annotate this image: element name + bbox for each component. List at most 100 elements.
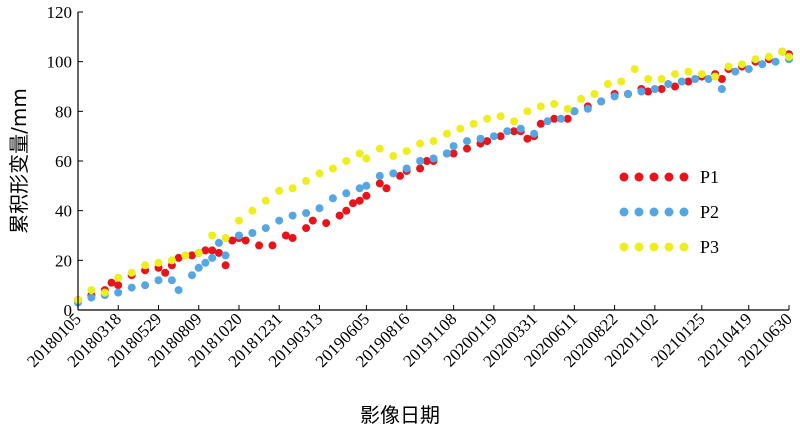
point-p3-23 bbox=[375, 144, 384, 153]
point-p1-11 bbox=[188, 251, 196, 260]
point-p2-10 bbox=[194, 263, 203, 272]
point-p3-11 bbox=[221, 234, 230, 242]
point-p2-35 bbox=[489, 132, 498, 141]
point-p2-1 bbox=[87, 293, 96, 302]
point-p1-14 bbox=[208, 246, 217, 255]
point-p2-53 bbox=[731, 67, 740, 76]
point-p2-25 bbox=[362, 181, 371, 190]
point-p2-13 bbox=[214, 238, 223, 247]
point-p1-51 bbox=[563, 114, 572, 123]
y-tick-label-40: 40 bbox=[55, 202, 72, 221]
point-p3-3 bbox=[114, 273, 123, 282]
y-tick-label-60: 60 bbox=[55, 152, 72, 171]
point-p3-38 bbox=[577, 94, 586, 103]
legend-marker-p3-3 bbox=[664, 242, 674, 252]
point-p2-36 bbox=[503, 127, 512, 136]
point-p1-15 bbox=[214, 248, 223, 257]
legend-marker-p1-4 bbox=[679, 172, 689, 182]
point-p1-24 bbox=[302, 224, 311, 233]
point-p2-44 bbox=[610, 92, 619, 101]
point-p1-27 bbox=[335, 211, 344, 220]
point-p3-52 bbox=[764, 52, 773, 61]
point-p3-46 bbox=[684, 67, 693, 76]
point-p1-22 bbox=[281, 231, 290, 240]
axes: 0204060801001202018010520180318201805292… bbox=[23, 3, 796, 371]
point-p2-19 bbox=[288, 211, 297, 220]
legend-marker-p2-4 bbox=[679, 207, 689, 217]
legend-marker-p1-3 bbox=[664, 172, 674, 182]
point-p2-31 bbox=[442, 149, 451, 158]
legend-marker-p2-1 bbox=[634, 207, 644, 217]
legend-marker-p3-2 bbox=[649, 242, 659, 252]
point-p3-18 bbox=[315, 169, 324, 178]
point-p2-14 bbox=[221, 251, 230, 260]
point-p1-25 bbox=[308, 216, 317, 225]
point-p2-3 bbox=[114, 288, 123, 297]
point-p2-5 bbox=[141, 281, 150, 290]
point-p3-1 bbox=[87, 286, 96, 295]
point-p2-47 bbox=[650, 85, 659, 93]
point-p3-30 bbox=[469, 119, 478, 128]
point-p1-43 bbox=[483, 137, 492, 146]
point-p3-51 bbox=[751, 55, 760, 64]
point-p1-28 bbox=[342, 206, 351, 215]
point-p1-44 bbox=[496, 132, 505, 141]
point-p3-32 bbox=[496, 112, 505, 121]
point-p2-16 bbox=[248, 229, 257, 237]
point-p3-45 bbox=[671, 70, 679, 79]
point-p2-6 bbox=[154, 276, 163, 285]
point-p2-51 bbox=[704, 75, 713, 83]
point-p3-35 bbox=[536, 102, 545, 111]
point-p3-5 bbox=[141, 261, 150, 270]
y-tick-label-20: 20 bbox=[55, 251, 72, 270]
point-p3-48 bbox=[711, 72, 720, 81]
point-p1-30 bbox=[355, 196, 364, 205]
point-p2-52 bbox=[717, 85, 726, 93]
point-p3-39 bbox=[590, 90, 599, 98]
point-p3-27 bbox=[429, 137, 438, 146]
point-p3-7 bbox=[167, 256, 176, 265]
point-p1-49 bbox=[536, 119, 545, 128]
point-p3-41 bbox=[617, 77, 626, 86]
point-p1-33 bbox=[382, 184, 391, 193]
point-p3-33 bbox=[510, 117, 518, 126]
point-p1-3 bbox=[107, 278, 116, 287]
point-p2-7 bbox=[167, 276, 176, 285]
point-p1-41 bbox=[463, 144, 471, 153]
point-p2-28 bbox=[402, 164, 411, 173]
point-p1-37 bbox=[422, 157, 431, 165]
point-p3-9 bbox=[194, 248, 203, 257]
point-p1-60 bbox=[671, 82, 679, 91]
point-p3-24 bbox=[389, 152, 398, 160]
point-p1-50 bbox=[550, 114, 559, 123]
y-axis-title: 累积形变量/mm bbox=[7, 88, 31, 234]
legend-marker-p3-1 bbox=[634, 242, 644, 252]
point-p3-15 bbox=[275, 186, 284, 195]
point-p2-38 bbox=[530, 129, 539, 138]
point-p3-37 bbox=[563, 104, 572, 113]
point-p1-17 bbox=[228, 236, 237, 245]
point-p3-20 bbox=[342, 157, 351, 165]
point-p2-29 bbox=[416, 157, 425, 165]
point-p2-24 bbox=[355, 184, 364, 193]
point-p3-21 bbox=[355, 149, 364, 158]
point-p1-19 bbox=[241, 236, 250, 245]
legend-marker-p2-2 bbox=[649, 207, 659, 217]
point-p2-30 bbox=[429, 154, 438, 163]
point-p3-26 bbox=[416, 139, 425, 148]
point-p2-33 bbox=[463, 137, 471, 146]
point-p2-4 bbox=[127, 283, 136, 292]
point-p1-59 bbox=[657, 85, 666, 93]
point-p1-4 bbox=[114, 281, 123, 290]
point-p2-45 bbox=[624, 90, 632, 98]
point-p1-16 bbox=[221, 261, 230, 270]
y-tick-label-0: 0 bbox=[64, 301, 73, 320]
point-p3-16 bbox=[288, 184, 297, 193]
point-p2-9 bbox=[188, 271, 196, 280]
legend-label-p1: P1 bbox=[700, 167, 719, 187]
point-p2-20 bbox=[302, 209, 311, 218]
point-p1-31 bbox=[362, 191, 371, 200]
point-p2-17 bbox=[261, 224, 270, 233]
point-p2-46 bbox=[637, 87, 646, 96]
